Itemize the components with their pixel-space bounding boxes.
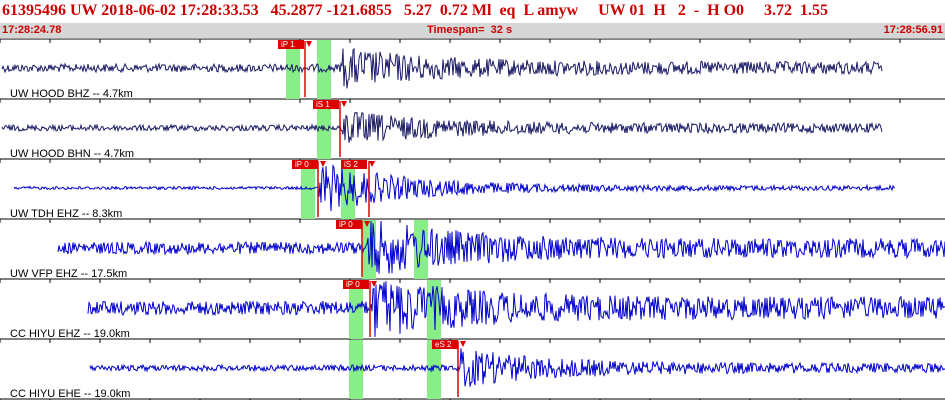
analysis-window bbox=[427, 340, 441, 399]
waveform-trace bbox=[87, 281, 945, 337]
waveform-trace bbox=[57, 220, 945, 274]
pick-marker-icon bbox=[320, 161, 326, 167]
channel-label: CC HIYU EHE -- 19.0km bbox=[10, 388, 130, 400]
pick-label: iP 0 bbox=[346, 280, 360, 289]
waveform-trace bbox=[13, 164, 896, 212]
pick-flag[interactable] bbox=[313, 100, 339, 109]
event-header: 61395496 UW 2018-06-02 17:28:33.53 45.28… bbox=[0, 0, 945, 39]
pick-flag[interactable] bbox=[432, 340, 458, 349]
channel-label: UW TDH EHZ -- 8.3km bbox=[10, 208, 122, 220]
pick-flag[interactable] bbox=[336, 220, 362, 229]
event-title: 61395496 UW 2018-06-02 17:28:33.53 45.28… bbox=[2, 2, 829, 19]
pick-label: iP 1 bbox=[281, 40, 295, 49]
pick-marker-icon bbox=[371, 281, 377, 287]
pick-label: iS 2 bbox=[344, 160, 358, 169]
pick-flag[interactable] bbox=[343, 280, 369, 289]
channel-label: UW HOOD BHN -- 4.7km bbox=[10, 148, 134, 160]
pick-label: iS 1 bbox=[316, 100, 330, 109]
waveform-trace bbox=[89, 348, 945, 387]
analysis-window bbox=[341, 160, 355, 219]
timespan: Timespan= 32 s bbox=[427, 24, 513, 36]
analysis-window bbox=[317, 100, 331, 159]
time-bar: 17:28:24.78 Timespan= 32 s 17:28:56.91 bbox=[0, 23, 945, 39]
analysis-window bbox=[349, 280, 363, 339]
pick-marker-icon bbox=[341, 101, 347, 107]
start-time: 17:28:24.78 bbox=[2, 24, 62, 36]
pick-flag[interactable] bbox=[341, 160, 367, 169]
pick-label: iP 0 bbox=[339, 220, 353, 229]
seismogram-panel[interactable]: iP 1 UW HOOD BHZ -- 4.7km iS 1 UW HOOD BHN … bbox=[0, 39, 945, 400]
pick-flag[interactable] bbox=[292, 160, 318, 169]
pick-marker-icon bbox=[306, 41, 312, 47]
channel-label: CC HIYU EHZ -- 19.0km bbox=[10, 328, 130, 340]
pick-marker-icon bbox=[369, 161, 375, 167]
channel-label: UW HOOD BHZ -- 4.7km bbox=[10, 88, 133, 100]
pick-marker-icon bbox=[460, 341, 466, 347]
waveform-trace bbox=[1, 111, 883, 143]
pick-label: iP 0 bbox=[295, 160, 309, 169]
analysis-window bbox=[301, 160, 315, 219]
pick-marker-icon bbox=[364, 221, 370, 227]
waveform-trace bbox=[1, 47, 883, 89]
pick-label: eS 2 bbox=[435, 340, 452, 349]
pick-flag[interactable] bbox=[278, 40, 304, 49]
end-time: 17:28:56.91 bbox=[883, 24, 943, 36]
channel-label: UW VFP EHZ -- 17.5km bbox=[10, 268, 127, 280]
